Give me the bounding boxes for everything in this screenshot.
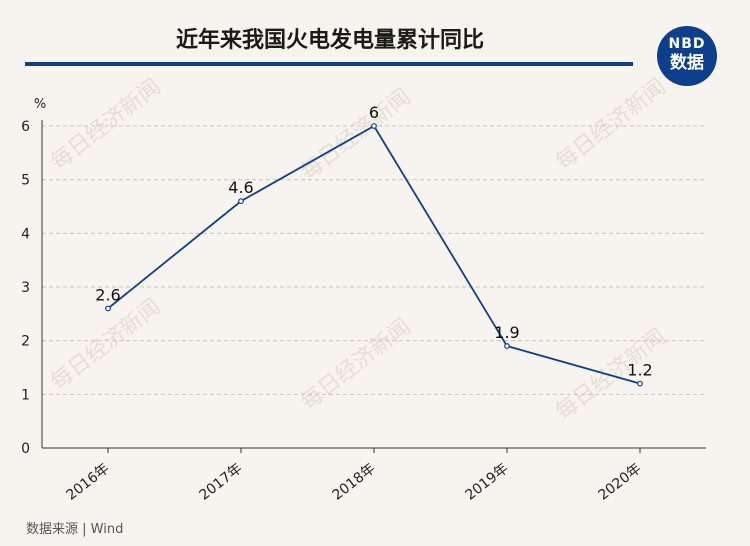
- grid-lines: [42, 125, 706, 395]
- data-point: [371, 123, 377, 129]
- logo-text-bottom: 数据: [670, 53, 704, 73]
- x-tick-label: 2019年: [462, 461, 511, 504]
- logo-text-top: NBD: [668, 36, 706, 52]
- data-label: 1.2: [627, 361, 652, 380]
- data-point: [105, 305, 111, 312]
- y-tick-label: 3: [21, 280, 30, 296]
- x-tick-label: 2020年: [595, 461, 644, 504]
- x-axis: 2016年 2017年 2018年 2019年 2020年: [42, 447, 706, 504]
- data-label: 1.9: [494, 323, 519, 342]
- source-note: 数据来源 | Wind: [26, 522, 124, 537]
- data-label: 2.6: [95, 285, 120, 304]
- watermark-text: 每日经济新闻: [46, 74, 165, 175]
- y-tick-label: 1: [21, 387, 30, 403]
- watermark-text: 每日经济新闻: [296, 314, 415, 415]
- y-tick-label: 2: [21, 334, 30, 350]
- x-tick-label: 2018年: [329, 461, 378, 504]
- y-axis-unit: %: [34, 97, 46, 112]
- watermark-text: 每日经济新闻: [296, 84, 415, 185]
- data-label: 4.6: [228, 178, 253, 197]
- chart-title: 近年来我国火电发电量累计同比: [175, 28, 484, 53]
- nbd-logo: NBD 数据: [657, 26, 717, 86]
- data-point: [504, 343, 510, 349]
- title-underline: [25, 62, 633, 66]
- series-layer: 2.6 4.6 6 1.9 1.2: [95, 103, 653, 387]
- x-tick-label: 2017年: [196, 461, 245, 504]
- x-tick-label: 2016年: [63, 461, 112, 504]
- y-axis: % 0 1 2 3 4 5 6: [21, 97, 46, 457]
- y-tick-label: 4: [21, 226, 30, 242]
- y-tick-label: 5: [21, 173, 30, 189]
- y-tick-label: 0: [21, 441, 30, 457]
- y-tick-label: 6: [21, 119, 30, 135]
- data-point: [238, 198, 244, 205]
- data-point: [637, 380, 643, 387]
- data-label: 6: [369, 103, 379, 122]
- watermark-text: 每日经济新闻: [551, 74, 670, 175]
